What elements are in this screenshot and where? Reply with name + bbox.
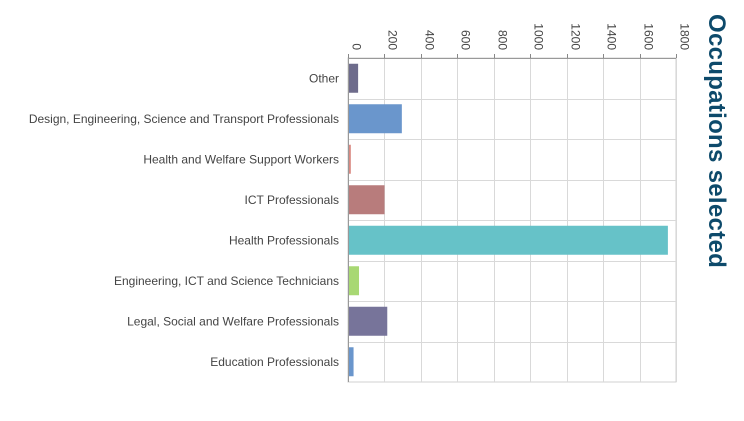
tick-label: 800 bbox=[496, 30, 510, 50]
tick-label: 1400 bbox=[605, 23, 619, 50]
bar bbox=[349, 225, 668, 255]
bar bbox=[349, 104, 402, 134]
chart-title: Occupations selected bbox=[703, 14, 730, 269]
category-label: Health Professionals bbox=[229, 233, 339, 247]
bar bbox=[349, 266, 360, 296]
category-label: Design, Engineering, Science and Transpo… bbox=[29, 112, 339, 126]
tick-label: 200 bbox=[386, 30, 400, 50]
bar bbox=[349, 347, 354, 377]
category-label: Other bbox=[309, 71, 339, 85]
category-label: Education Professionals bbox=[210, 355, 339, 369]
bar bbox=[349, 306, 388, 336]
tick-label: 1200 bbox=[569, 23, 583, 50]
category-label: Engineering, ICT and Science Technicians bbox=[114, 274, 339, 288]
category-label: Legal, Social and Welfare Professionals bbox=[127, 314, 339, 328]
bar bbox=[349, 185, 385, 215]
tick-label: 1800 bbox=[678, 23, 692, 50]
tick-label: 400 bbox=[423, 30, 437, 50]
category-label: ICT Professionals bbox=[245, 193, 339, 207]
label-layer: 0 200 400 600 800 1000 1200 1400 1600 1800 Other De… bbox=[29, 23, 692, 368]
grid-layer bbox=[347, 57, 677, 383]
tick-label: 0 bbox=[350, 43, 364, 50]
axis-layer bbox=[348, 54, 677, 382]
bar bbox=[349, 144, 351, 174]
tick-label: 600 bbox=[459, 30, 473, 50]
category-label: Health and Welfare Support Workers bbox=[143, 152, 339, 166]
title-wrap: Occupations selected bbox=[700, 14, 730, 284]
tick-label: 1000 bbox=[532, 23, 546, 50]
bar-layer bbox=[349, 63, 668, 377]
bar bbox=[349, 63, 359, 93]
tick-label: 1600 bbox=[642, 23, 656, 50]
